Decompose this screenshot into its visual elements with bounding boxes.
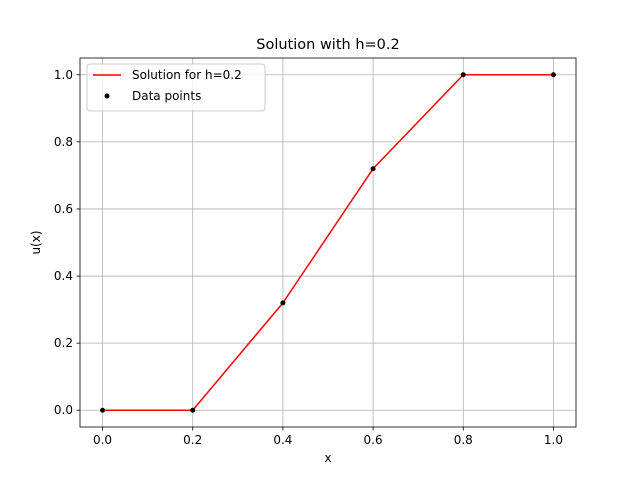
y-tick-label: 1.0 — [54, 68, 73, 82]
ticks: 0.0 0.2 0.4 0.6 0.8 1.0 0.0 0.2 0.4 0.6 0.8 1.0 — [54, 68, 563, 447]
data-point-marker — [460, 72, 466, 78]
data-point-marker — [190, 407, 196, 413]
y-tick-label: 0.8 — [54, 135, 73, 149]
data-point-marker — [370, 166, 376, 172]
y-tick-label: 0.6 — [54, 202, 73, 216]
x-tick-label: 0.2 — [183, 433, 202, 447]
x-tick-label: 0.4 — [273, 433, 292, 447]
data-point-marker — [280, 300, 286, 306]
legend-marker-swatch — [104, 93, 110, 99]
y-axis-label: u(x) — [29, 230, 43, 254]
series-layer — [100, 72, 556, 413]
x-tick-label: 0.8 — [454, 433, 473, 447]
plot-frame — [79, 57, 577, 428]
x-axis-label: x — [324, 451, 331, 465]
legend-label-solution: Solution for h=0.2 — [132, 68, 242, 82]
legend-box — [86, 63, 266, 112]
data-point-marker — [100, 407, 106, 413]
y-tick-label: 0.2 — [54, 336, 73, 350]
grid — [80, 58, 576, 427]
x-tick-label: 1.0 — [544, 433, 563, 447]
x-tick-label: 0.0 — [93, 433, 112, 447]
x-tick-label: 0.6 — [364, 433, 383, 447]
y-tick-label: 0.4 — [54, 269, 73, 283]
data-point-marker — [550, 72, 556, 78]
y-tick-label: 0.0 — [54, 403, 73, 417]
legend-label-data-points: Data points — [132, 89, 201, 103]
chart-title: Solution with h=0.2 — [256, 37, 399, 53]
series-line-solution — [102, 74, 554, 411]
legend: Solution for h=0.2 Data points — [86, 63, 266, 112]
